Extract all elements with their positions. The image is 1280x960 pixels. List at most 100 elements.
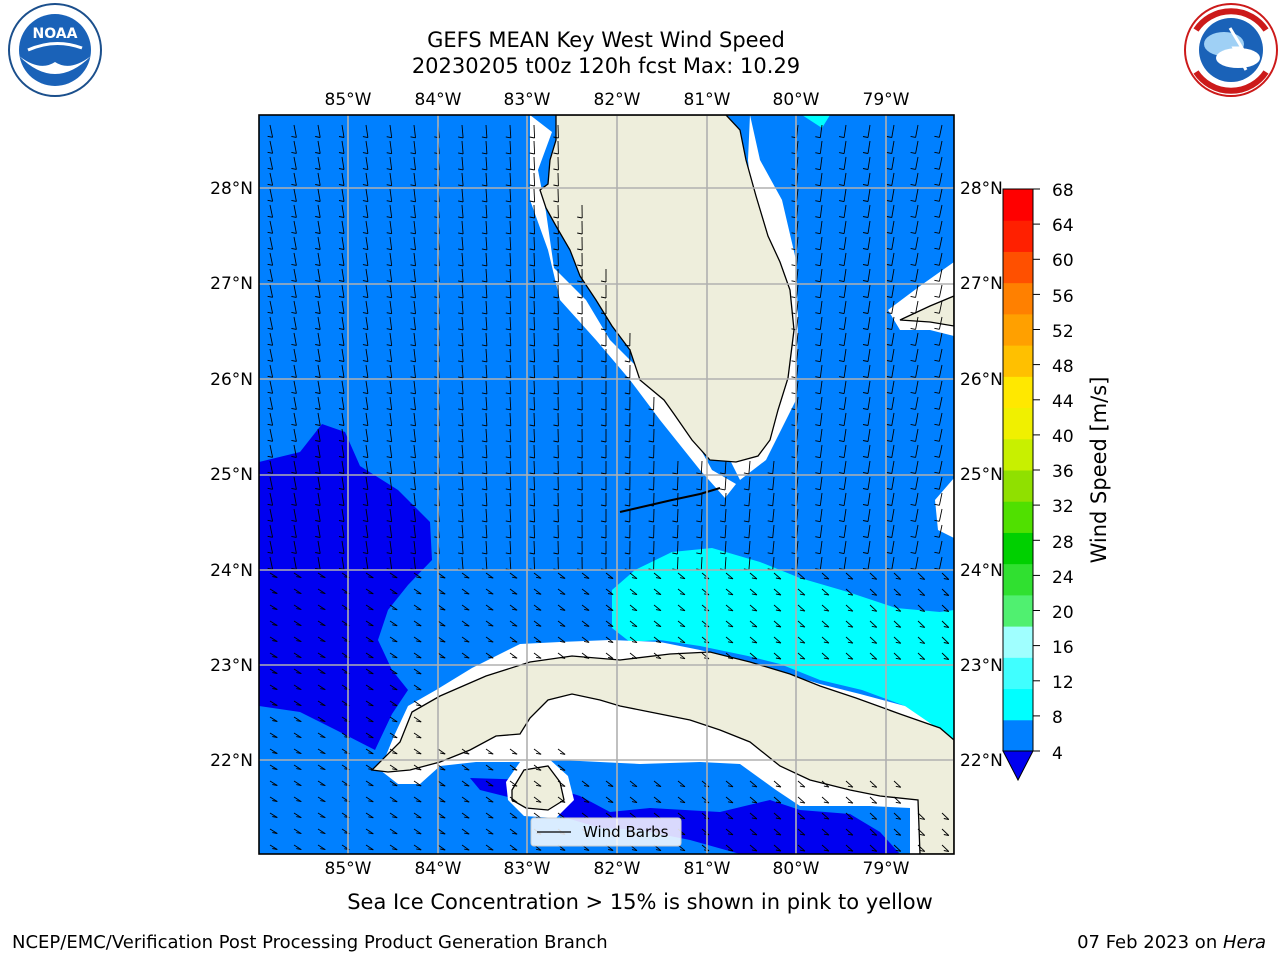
wind-barb-flag [862,536,869,538]
wind-barb [365,812,374,819]
wind-barb-flag [862,440,869,442]
wind-barb [485,188,488,202]
wind-barb [773,844,782,852]
wind-barb [269,764,278,770]
wind-barb-flag [529,488,535,491]
wind-barb [629,620,638,627]
wind-barb-flag [815,232,821,235]
wind-barb-flag [553,504,559,507]
wind-barb [725,796,734,804]
wind-barb [389,636,398,643]
wind-barb [915,540,919,554]
wind-barb [317,492,321,506]
wind-barb-flag [529,440,535,443]
wind-barb [629,652,638,659]
wind-barb-flag [410,136,416,139]
wind-barb-flag [743,504,749,507]
wind-barb-flag [696,552,702,555]
wind-barb [293,364,297,378]
wind-barb [938,348,943,362]
wind-barb-flag [934,535,940,538]
wind-barb [797,828,806,836]
wind-barb [413,524,416,538]
wind-barb-flag [362,360,368,363]
wind-barb [389,316,393,330]
wind-barb [581,780,590,787]
wind-barb [413,812,422,819]
wind-barb-flag [338,296,345,298]
wind-barb [915,428,919,442]
wind-barb [269,428,274,442]
wind-barb-flag [815,216,821,219]
wind-barb-flag [368,672,374,675]
wind-barb-flag [464,768,470,771]
wind-barb [485,780,494,787]
wind-barb-flag [600,472,607,475]
wind-barb [269,220,274,234]
wind-barb [485,412,488,426]
wind-barb-flag [315,344,321,346]
wind-barb [533,748,542,755]
wind-barb [772,508,775,522]
lat-tick-right: 26°N [960,370,1003,390]
wind-barb-flag [296,688,302,691]
wind-barb [891,348,895,362]
wind-barb-flag [648,456,654,459]
wind-barb [867,316,871,330]
wind-barb-flag [584,640,590,643]
wind-barb [293,140,297,154]
wind-barb [938,268,943,282]
wind-barb-flag [481,440,487,443]
wind-barb [341,284,345,298]
wind-barb [413,588,422,595]
wind-barb-flag [458,184,464,187]
wind-barb-flag [291,455,297,458]
wind-barb-flag [505,392,511,395]
wind-barb [317,844,326,850]
wind-barb-flag [847,801,853,804]
wind-barb [533,332,536,347]
wind-barb-flag [767,488,773,491]
wind-barb-flag [799,625,805,628]
wind-barb-flag [679,657,686,660]
wind-barb-flag [815,328,821,331]
wind-barb [485,156,488,170]
wind-barb [413,156,416,170]
wind-barb [389,412,393,426]
wind-barb [893,572,902,580]
wind-barb-flag [481,456,487,459]
wind-barb-flag [440,592,446,595]
wind-barb [389,572,398,579]
wind-barb [533,284,536,299]
wind-barb [653,604,662,611]
wind-barb-flag [672,504,678,507]
wind-barb-flag [696,488,702,491]
wind-barb [269,732,278,738]
wind-barb [533,300,536,315]
wind-barb [701,812,710,820]
wind-barb-flag [934,247,940,250]
colorbar-segment [1003,688,1033,721]
wind-barb-flag [481,552,487,555]
wind-barb [365,284,369,298]
wind-barb-flag [410,360,416,363]
wind-barb-flag [862,280,869,282]
wind-barb-flag [481,392,487,395]
wind-barb-flag [320,720,326,723]
wind-barb [365,444,369,458]
wind-barb [365,828,374,835]
wind-barb-flag [839,232,845,235]
wind-barb-flag [416,752,422,755]
wind-barb-flag [481,408,487,411]
wind-barb [509,780,518,787]
wind-barb [557,572,566,579]
wind-barb-flag [886,264,892,266]
wind-barb-flag [529,392,535,395]
wind-barb-flag [847,817,853,820]
wind-barb-flag [464,608,470,611]
wind-barb [843,460,847,474]
wind-barb [629,588,638,595]
wind-barb-flag [529,152,535,155]
wind-barb-flag [727,577,734,580]
wind-barb-flag [648,536,654,539]
